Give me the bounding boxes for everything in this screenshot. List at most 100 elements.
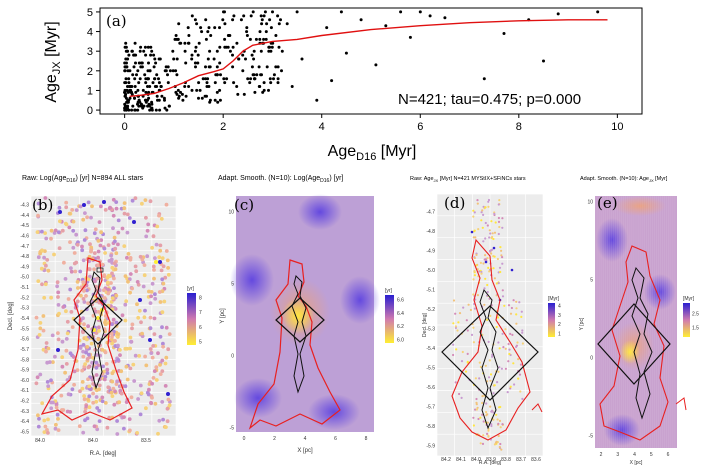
panel-b-legend-tick-label: 7 bbox=[199, 310, 202, 316]
panel-a-point bbox=[144, 81, 148, 85]
panel-b-star bbox=[81, 217, 86, 222]
panel-d-star bbox=[515, 300, 518, 303]
panel-d-star bbox=[457, 321, 460, 324]
panel-b-star bbox=[68, 240, 72, 245]
panel-a-frame bbox=[99, 7, 643, 115]
panel-b-star bbox=[34, 315, 39, 320]
panel-b-star bbox=[136, 315, 141, 320]
panel-a-point bbox=[259, 14, 263, 18]
panel-a-point bbox=[208, 100, 212, 104]
panel-b-star bbox=[82, 322, 86, 327]
panel-b-star bbox=[154, 242, 159, 247]
panel-a-point bbox=[152, 53, 156, 57]
panel-b-star bbox=[91, 356, 95, 360]
panel-b-star bbox=[78, 269, 83, 274]
panel-a-point bbox=[144, 53, 148, 57]
panel-d-star bbox=[487, 266, 490, 269]
panel-e-legend-tick-label: 1.5 bbox=[692, 326, 699, 332]
panel-d-x-tick-label: 83.6 bbox=[531, 457, 541, 463]
panel-b-star bbox=[93, 279, 97, 284]
panel-d-x-tick-label: 83.8 bbox=[501, 457, 511, 463]
panel-a-point bbox=[268, 77, 272, 81]
panel-b-star bbox=[114, 293, 119, 298]
panel-a-point bbox=[168, 69, 172, 73]
panel-a-point bbox=[251, 10, 255, 14]
panel-d-star bbox=[483, 303, 486, 306]
panel-a-point bbox=[418, 10, 422, 14]
panel-d-star bbox=[501, 295, 505, 298]
panel-b-star bbox=[103, 314, 108, 318]
panel-b-star bbox=[157, 290, 162, 294]
panel-b-star bbox=[123, 346, 128, 351]
panel-b-star bbox=[86, 397, 90, 402]
panel-a-point bbox=[124, 65, 128, 69]
panel-d-star bbox=[493, 277, 496, 280]
panel-b-star bbox=[153, 401, 158, 406]
panel-d-star bbox=[484, 254, 487, 257]
panel-a-point bbox=[137, 61, 141, 65]
panel-b-y-tick-label: -4.9 bbox=[20, 264, 29, 270]
panel-a-point bbox=[290, 85, 294, 88]
panel-b-star-old bbox=[102, 200, 106, 204]
panel-a-xlabel: AgeD16 [Myr] bbox=[328, 143, 417, 163]
panel-c-blob-purple-3 bbox=[340, 276, 380, 324]
panel-a-point bbox=[125, 61, 128, 65]
panel-b-star bbox=[87, 267, 92, 272]
panel-d-star bbox=[488, 376, 491, 379]
panel-b-star bbox=[87, 352, 91, 357]
panel-a-point bbox=[190, 88, 194, 92]
panel-b-star bbox=[103, 322, 108, 327]
panel-b-star bbox=[111, 197, 116, 202]
panel-a-y-tick-label: 2 bbox=[87, 66, 93, 78]
panel-d-star bbox=[460, 396, 463, 399]
panel-d-star bbox=[487, 429, 490, 432]
panel-b-y-tick-label: -6.4 bbox=[20, 419, 29, 425]
panel-b-star bbox=[125, 230, 130, 235]
panel-a-point bbox=[339, 10, 343, 14]
panel-b-star bbox=[34, 381, 39, 386]
panel-a-point bbox=[153, 85, 157, 88]
panel-b-star bbox=[160, 369, 165, 373]
panel-d-star bbox=[500, 254, 503, 257]
panel-b-star bbox=[131, 362, 136, 367]
panel-b-star bbox=[36, 201, 41, 206]
panel-d-star bbox=[467, 303, 470, 306]
panel-b-star bbox=[94, 395, 99, 399]
panel-d-star bbox=[472, 416, 475, 419]
panel-b-star bbox=[75, 368, 80, 372]
panel-a-point bbox=[158, 108, 162, 112]
panel-a-y-tick-label: 4 bbox=[87, 27, 93, 39]
panel-b-star bbox=[116, 343, 120, 348]
panel-b-star bbox=[133, 264, 138, 269]
panel-b-star bbox=[56, 295, 60, 299]
panel-b-star bbox=[128, 256, 133, 260]
panel-d-star bbox=[482, 434, 485, 437]
panel-a-point bbox=[277, 45, 281, 49]
panel-b-y-tick-label: -5.2 bbox=[20, 295, 29, 301]
panel-d-star bbox=[504, 328, 507, 331]
panel-a-point bbox=[187, 34, 191, 37]
panel-e-heat-blobs bbox=[596, 196, 676, 446]
panel-b-star bbox=[138, 383, 143, 388]
panel-b-star bbox=[49, 295, 53, 300]
panel-b-star bbox=[161, 341, 165, 346]
panel-d-star bbox=[497, 370, 500, 373]
panel-a-point bbox=[138, 49, 142, 53]
panel-b-y-tick-label: -4.5 bbox=[20, 223, 29, 229]
panel-d-y-tick-label: -5.4 bbox=[426, 346, 435, 352]
panel-d-star bbox=[484, 258, 487, 261]
panel-a-point bbox=[300, 57, 304, 61]
panel-d-star bbox=[454, 381, 457, 384]
panel-b-star bbox=[113, 389, 117, 394]
panel-b-star bbox=[104, 362, 109, 366]
panel-b-star bbox=[43, 231, 47, 236]
panel-b-star bbox=[37, 416, 41, 421]
panel-d-star bbox=[476, 199, 479, 202]
panel-d-star bbox=[485, 411, 488, 414]
panel-b-legend-tick-label: 6 bbox=[199, 325, 202, 331]
panel-b-star bbox=[86, 365, 91, 370]
panel-a-point bbox=[276, 14, 280, 18]
panel-d-star bbox=[472, 341, 475, 344]
panel-b-y-tick-label: -6.3 bbox=[20, 409, 29, 415]
panel-b-star bbox=[53, 354, 57, 359]
